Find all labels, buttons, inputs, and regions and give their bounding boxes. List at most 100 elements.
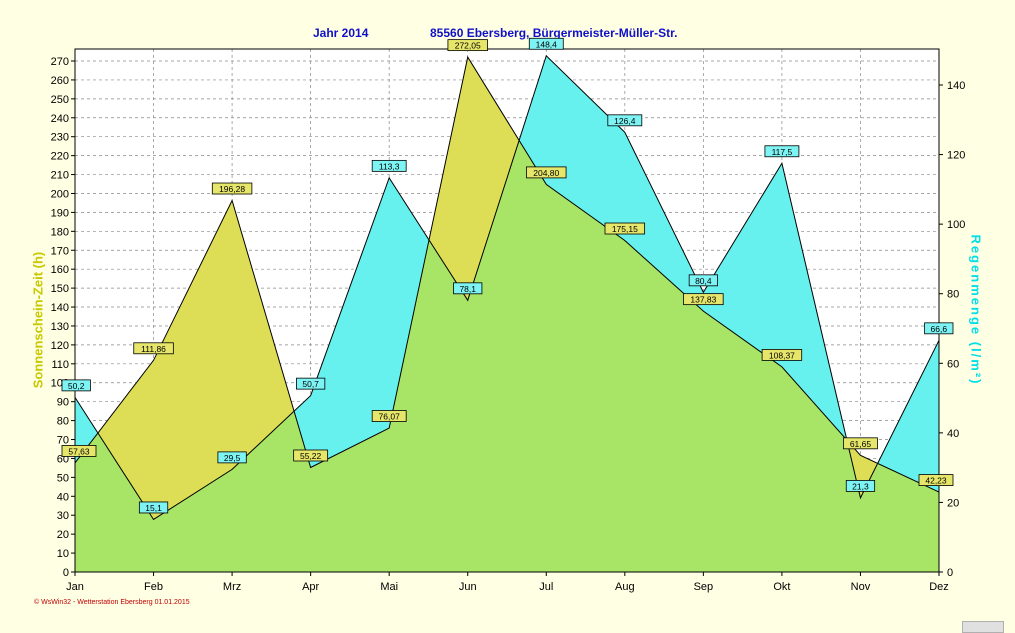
rain-data-label-text: 50,7 [302, 379, 319, 389]
rain-data-label-text: 29,5 [224, 453, 241, 463]
x-tick-label: Apr [302, 581, 319, 593]
y-axis-right-label: Regenmenge (l/m²) [968, 234, 984, 386]
horizontal-scrollbar[interactable] [962, 621, 1004, 633]
series-overlap-area [75, 141, 939, 573]
y-left-tick-label: 180 [51, 226, 69, 238]
y-left-tick-label: 40 [57, 491, 69, 503]
plot-border [74, 48, 940, 573]
sunshine-data-label-box [61, 445, 97, 457]
y-axis-left-label: Sonnenschein-Zeit (h) [30, 251, 46, 389]
x-tick-label: Mai [380, 581, 398, 593]
sunshine-data-label-box [371, 410, 407, 422]
y-left-tick-label: 270 [51, 56, 69, 68]
rain-data-label-text: 80,4 [695, 276, 712, 286]
sunshine-data-label-box [604, 222, 646, 235]
series-rain-line [74, 54, 940, 521]
chart-title-year: Jahr 2014 [313, 26, 369, 40]
y-right-tick-label: 100 [947, 219, 965, 231]
rain-data-label-box [371, 159, 407, 172]
y-left-tick-label: 10 [57, 548, 69, 560]
sunshine-data-label-box [133, 342, 174, 355]
rain-data-label-box [688, 274, 718, 287]
y-right-tick-label: 40 [947, 428, 959, 440]
y-right-tick-label: 0 [947, 567, 953, 579]
sunshine-data-label-box [918, 474, 954, 486]
sunshine-data-label-box [447, 39, 488, 52]
sunshine-data-label-box [761, 348, 803, 361]
rain-data-label-box [217, 451, 247, 464]
rain-data-label-text: 148,4 [536, 39, 558, 49]
sunshine-data-label-box [211, 182, 253, 195]
sunshine-data-label-text: 175,15 [612, 224, 638, 234]
y-right-tick-label: 80 [947, 289, 959, 301]
y-left-tick-label: 20 [57, 529, 69, 541]
sunshine-data-label-box [683, 293, 724, 306]
y-left-tick-label: 210 [51, 170, 69, 182]
sunshine-data-label-box [843, 437, 878, 450]
y-right-tick-label: 120 [947, 150, 965, 162]
x-tick-label: Aug [615, 581, 635, 593]
rain-data-label-text: 66,6 [931, 324, 948, 334]
y-left-tick-label: 30 [57, 510, 69, 522]
y-left-tick-label: 150 [51, 283, 69, 295]
sunshine-data-label-box [526, 166, 567, 179]
y-left-tick-label: 70 [57, 435, 69, 447]
sunshine-data-label-text: 108,37 [769, 350, 795, 360]
y-left-tick-label: 260 [51, 75, 69, 87]
y-left-tick-label: 130 [51, 321, 69, 333]
x-tick-label: Jun [459, 581, 477, 593]
rain-data-label-box [924, 322, 954, 335]
sunshine-data-label-box [293, 449, 329, 462]
x-tick-label: Okt [773, 581, 790, 593]
y-left-tick-label: 120 [51, 340, 69, 352]
rain-data-label-box [845, 480, 876, 492]
sunshine-data-label-text: 111,86 [141, 344, 166, 354]
y-right-tick-label: 140 [947, 80, 965, 92]
footer-credit: © WsWin32 - Wetterstation Ebersberg 01.0… [34, 599, 190, 606]
rain-data-label-box [528, 37, 564, 50]
rain-data-label-box [296, 377, 326, 390]
sunshine-data-label-text: 272,05 [455, 41, 481, 51]
y-left-tick-label: 90 [57, 397, 69, 409]
sunshine-data-label-text: 61,65 [850, 439, 872, 449]
rain-data-label-box [61, 379, 91, 392]
x-tick-label: Feb [144, 581, 163, 593]
sunshine-data-label-text: 42,23 [925, 476, 947, 486]
rain-data-label-box [764, 145, 800, 158]
rain-data-label-text: 50,2 [68, 381, 85, 391]
rain-data-label-box [453, 282, 483, 295]
x-tick-label: Dez [929, 581, 949, 593]
y-left-tick-label: 220 [51, 151, 69, 163]
sunshine-data-label-text: 55,22 [300, 451, 322, 461]
y-left-tick-label: 160 [51, 264, 69, 276]
x-tick-label: Sep [694, 581, 714, 593]
y-right-tick-label: 60 [947, 358, 959, 370]
rain-data-label-text: 21,3 [852, 481, 869, 491]
sunshine-data-label-text: 137,83 [690, 295, 716, 305]
y-left-tick-label: 240 [51, 113, 69, 125]
rain-data-label-text: 113,3 [379, 161, 400, 171]
x-tick-label: Mrz [223, 581, 241, 593]
y-left-tick-label: 230 [51, 132, 69, 144]
y-left-tick-label: 250 [51, 94, 69, 106]
y-left-tick-label: 0 [63, 567, 69, 579]
y-left-tick-label: 200 [51, 188, 69, 200]
sunshine-data-label-text: 196,28 [219, 184, 245, 194]
series-sunshine-line [74, 55, 940, 493]
sunshine-data-label-text: 76,07 [379, 412, 401, 422]
rain-data-label-text: 117,5 [772, 147, 793, 157]
x-tick-label: Jan [66, 581, 84, 593]
sunshine-data-label-text: 57,63 [68, 446, 90, 456]
y-left-tick-label: 190 [51, 207, 69, 219]
x-tick-label: Jul [539, 581, 553, 593]
rain-data-label-text: 15,1 [145, 503, 162, 513]
y-left-tick-label: 170 [51, 245, 69, 257]
rain-data-label-text: 126,4 [614, 116, 636, 126]
y-right-tick-label: 20 [947, 497, 959, 509]
y-left-tick-label: 50 [57, 472, 69, 484]
y-left-tick-label: 110 [51, 359, 69, 371]
rain-data-label-box [138, 501, 169, 514]
rain-data-label-text: 78,1 [459, 284, 476, 294]
